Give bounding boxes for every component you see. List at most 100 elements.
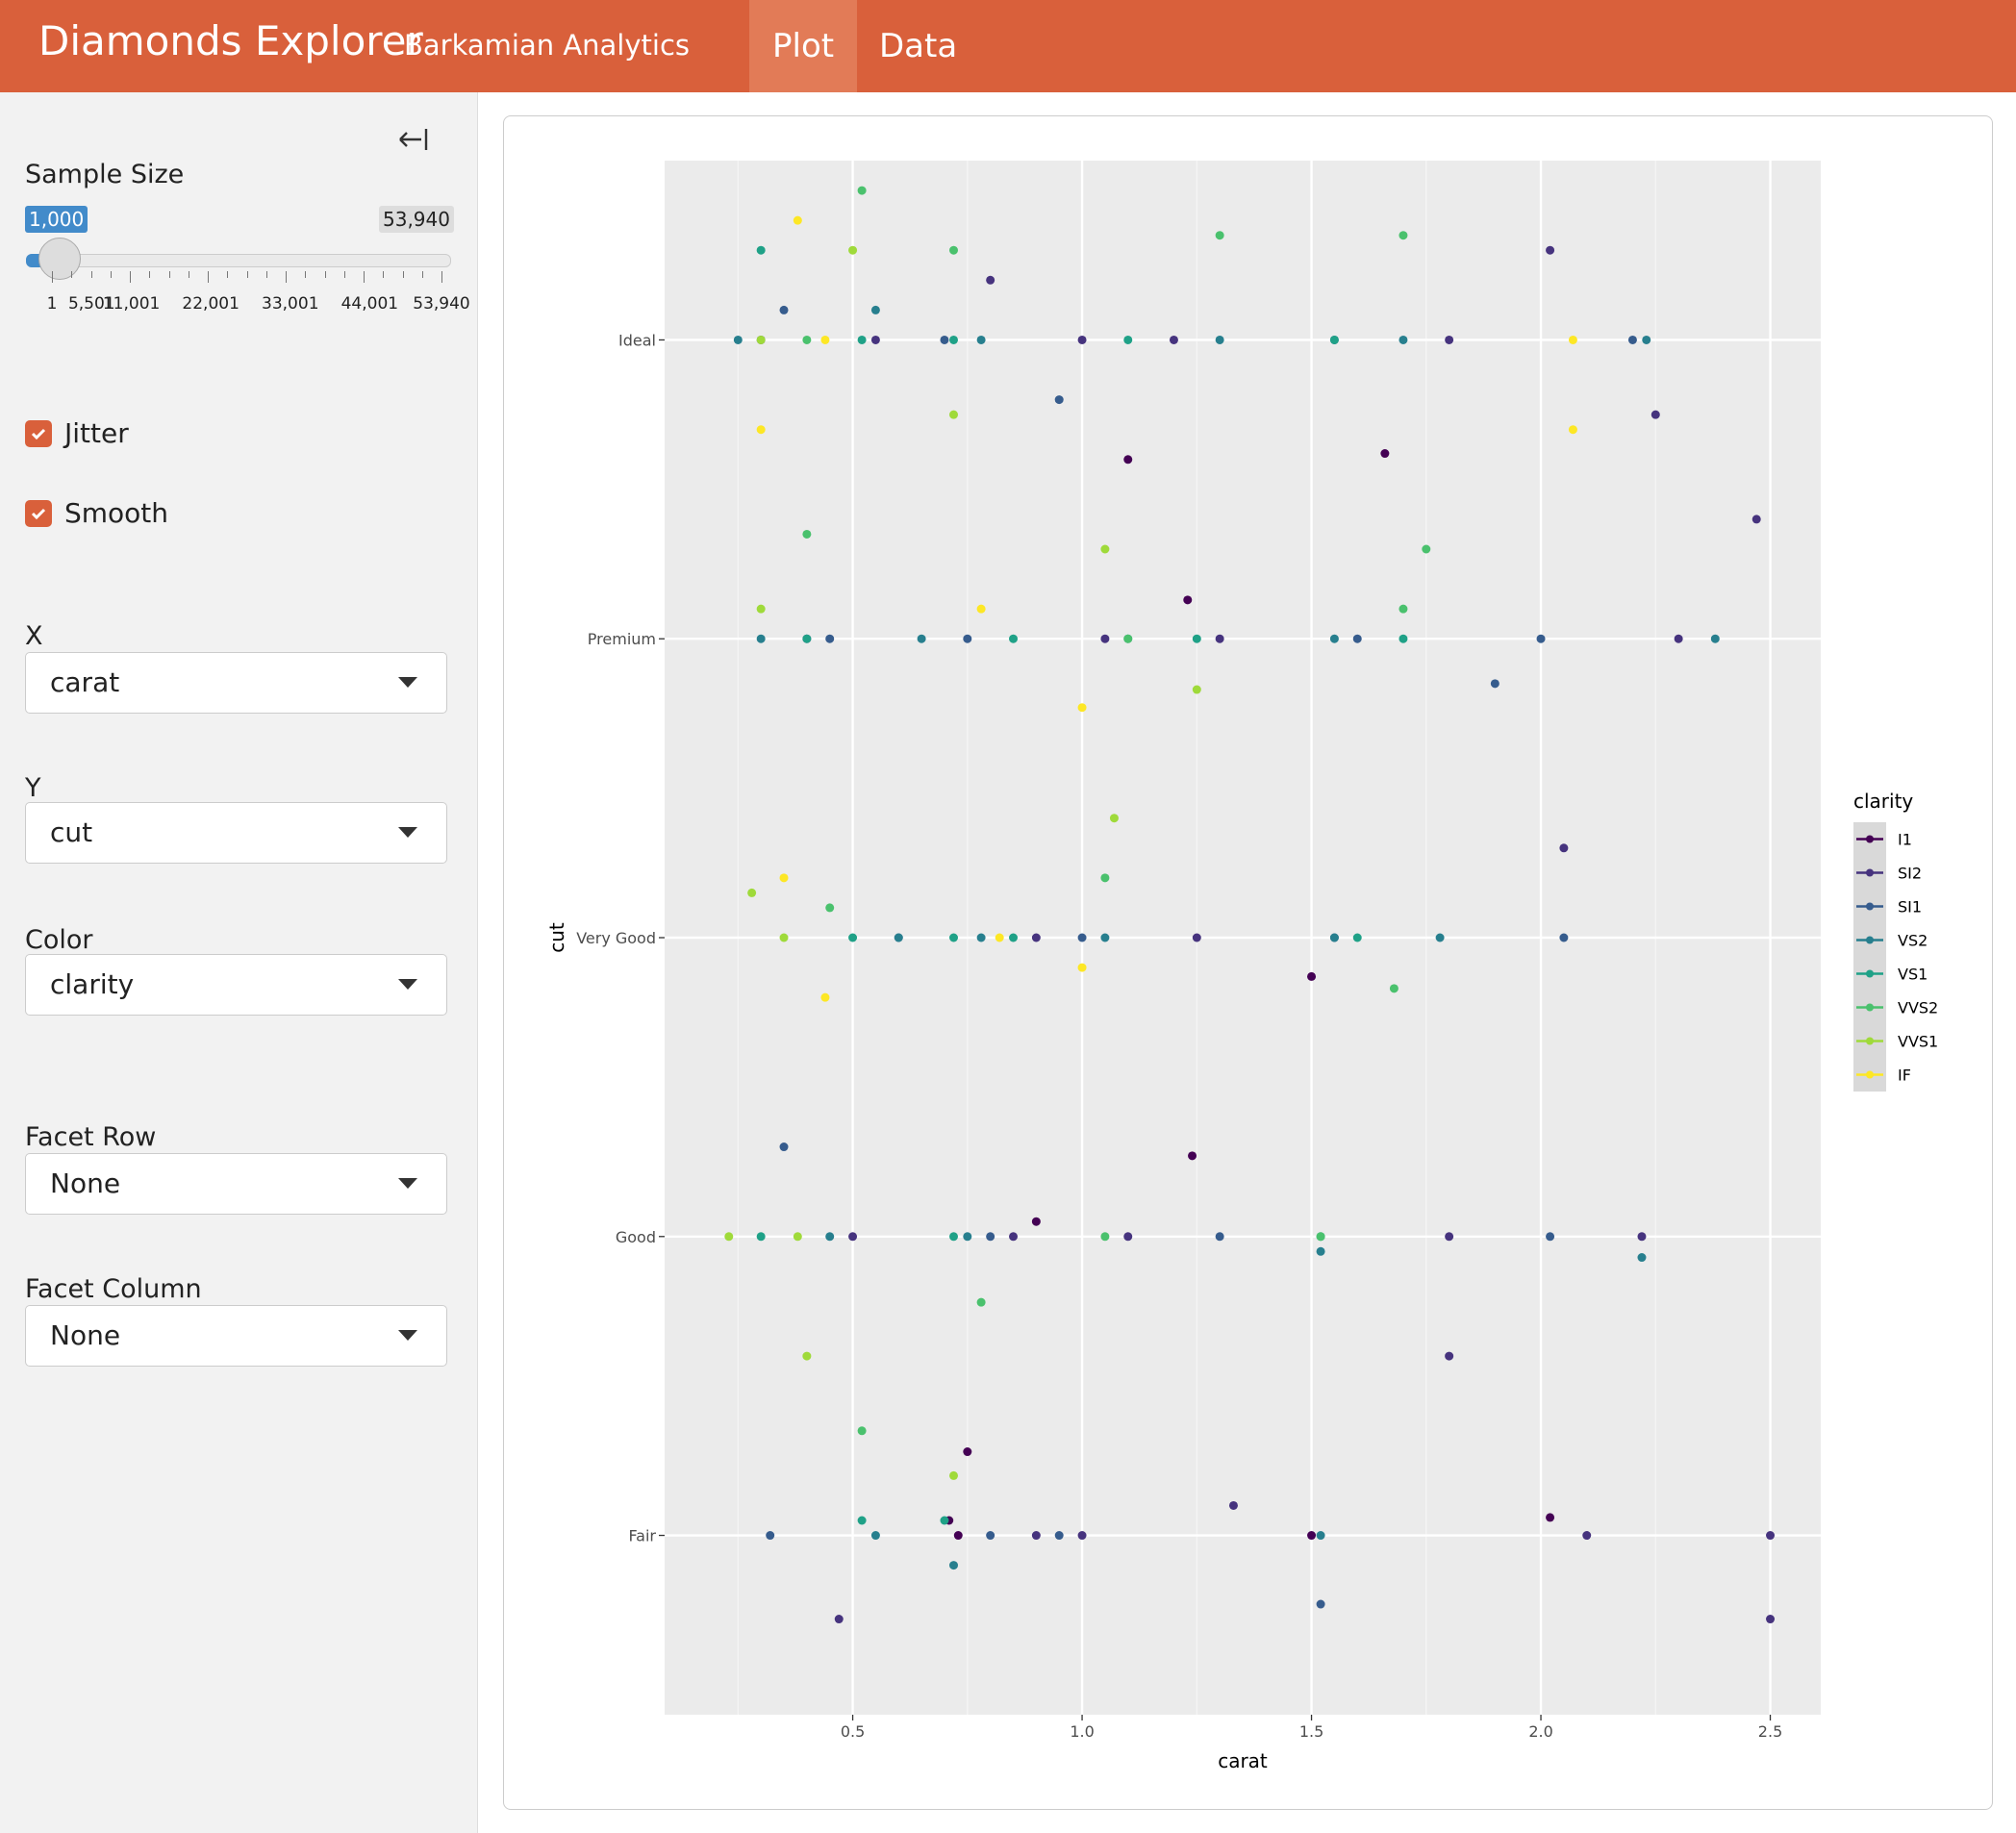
collapse-button[interactable] (396, 125, 431, 154)
point (1215, 1232, 1224, 1242)
slider-track (26, 254, 451, 267)
slider-minor-tick (343, 271, 345, 278)
slider-minor-tick (324, 271, 326, 278)
point (1031, 1531, 1041, 1541)
point (1077, 335, 1087, 344)
point (724, 1232, 734, 1242)
point (1228, 1500, 1238, 1510)
slider-minor-tick (305, 271, 307, 278)
checkbox[interactable] (25, 500, 52, 527)
slider-minor-tick (90, 271, 92, 278)
point (1445, 1351, 1454, 1361)
point (1215, 335, 1224, 344)
legend-key-point (1866, 835, 1874, 843)
point (756, 634, 766, 643)
legend-key-bg (1853, 822, 1886, 1092)
select-value: clarity (50, 968, 135, 1000)
point (986, 1232, 995, 1242)
point (857, 335, 867, 344)
slider-minor-tick (265, 271, 267, 278)
select-label: X (25, 621, 43, 651)
tab[interactable]: Plot (749, 0, 858, 92)
point (848, 245, 858, 255)
select[interactable]: None (25, 1305, 447, 1367)
point (1399, 634, 1408, 643)
point (870, 1531, 880, 1541)
point (1100, 873, 1110, 883)
slider[interactable]: 1,000 53,940 1 5,501 11,001 22,001 33,001 44,… (0, 0, 477, 404)
point (825, 1232, 835, 1242)
select-value: None (50, 1168, 121, 1199)
point (1307, 1531, 1317, 1541)
slider-minor-tick (149, 271, 151, 278)
point (1674, 634, 1683, 643)
point (1766, 1531, 1776, 1541)
point (1009, 1232, 1019, 1242)
x-tick-label: 1.0 (1070, 1722, 1094, 1741)
point (917, 634, 926, 643)
select[interactable]: carat (25, 652, 447, 714)
checkbox[interactable] (25, 420, 52, 447)
point (779, 1142, 789, 1152)
slider-minor-tick (208, 271, 209, 283)
point (1568, 335, 1577, 344)
point (1123, 335, 1133, 344)
point (1642, 335, 1651, 344)
select[interactable]: clarity (25, 954, 447, 1016)
slider-minor-tick (421, 271, 423, 278)
legend-label: SI1 (1898, 898, 1922, 916)
slider-tick-label: 33,001 (262, 294, 319, 314)
point (1422, 544, 1431, 554)
point (1077, 703, 1087, 713)
legend-label: VS1 (1898, 966, 1928, 984)
point (1389, 984, 1399, 993)
point (986, 1531, 995, 1541)
point (802, 634, 812, 643)
select-label: Facet Column (25, 1274, 202, 1304)
point (976, 1297, 986, 1307)
point (825, 903, 835, 913)
slider-label: Sample Size (25, 160, 185, 189)
point (1751, 515, 1761, 524)
point (1380, 449, 1390, 459)
select[interactable]: cut (25, 802, 447, 864)
slider-minor-tick (227, 271, 229, 278)
point (976, 933, 986, 942)
point (820, 992, 830, 1002)
legend-label: VVS2 (1898, 999, 1938, 1017)
select[interactable]: None (25, 1153, 447, 1215)
point (1316, 1232, 1325, 1242)
slider-handle[interactable] (38, 238, 81, 280)
point (1009, 933, 1019, 942)
slider-max: 53,940 (379, 206, 454, 233)
point (766, 1531, 775, 1541)
point (1536, 634, 1546, 643)
slider-tick-label: 53,940 (413, 294, 470, 314)
point (1009, 634, 1019, 643)
point (976, 335, 986, 344)
navbar: Diamonds Explorer Barkamian Analytics Pl… (0, 0, 2016, 92)
point (756, 1232, 766, 1242)
tab[interactable]: Data (879, 27, 958, 65)
legend-key-point (1866, 1070, 1874, 1079)
point (820, 335, 830, 344)
legend-key-point (1866, 936, 1874, 944)
point (848, 1232, 858, 1242)
point (802, 1351, 812, 1361)
point (1651, 410, 1660, 419)
point (756, 425, 766, 435)
point (756, 335, 766, 344)
slider-tick-label: 22,001 (182, 294, 239, 314)
point (848, 933, 858, 942)
point (793, 215, 802, 225)
point (756, 604, 766, 614)
dropdown-arrow (398, 979, 417, 990)
legend-label: SI2 (1898, 865, 1922, 883)
point (1100, 1232, 1110, 1242)
point (963, 634, 972, 643)
slider-minor-tick (71, 271, 73, 278)
select-label: Y (25, 773, 41, 803)
sidebar: Sample Size 1,000 53,940 1 5,501 11,001 22,… (0, 92, 478, 1833)
